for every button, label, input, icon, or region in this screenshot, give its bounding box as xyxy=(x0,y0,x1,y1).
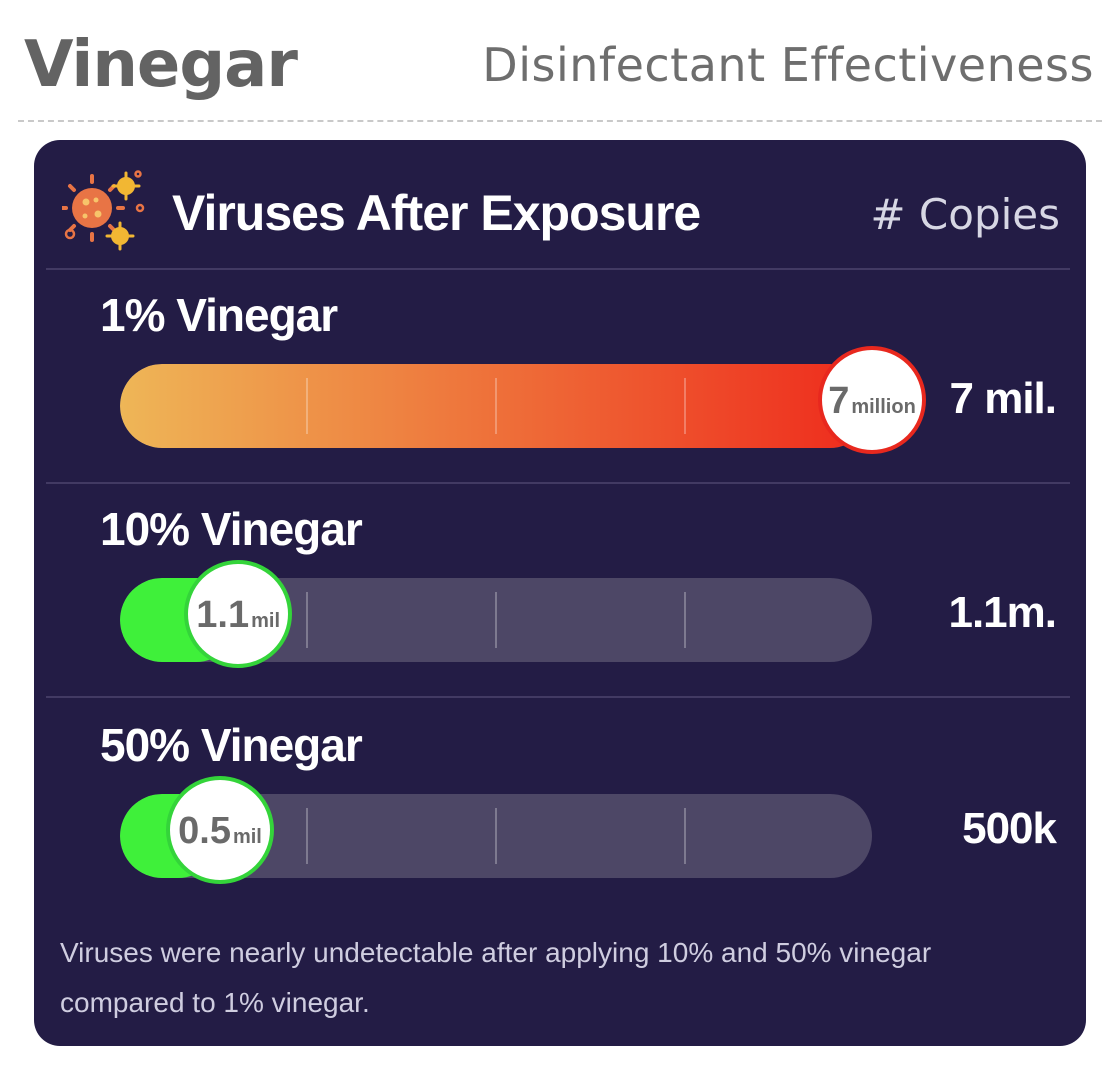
bar-value: 1.1m. xyxy=(948,588,1057,637)
grid-tick xyxy=(306,592,308,648)
bar-row: 50% Vinegar 0.5 mil 500k xyxy=(34,700,1086,914)
row-separator xyxy=(46,696,1070,698)
chart-footnote: Viruses were nearly undetectable after a… xyxy=(60,937,932,1018)
header-divider xyxy=(18,120,1102,122)
grid-tick xyxy=(306,808,308,864)
card-header: Viruses After Exposure # Copies xyxy=(34,140,1086,268)
bar-track xyxy=(120,364,872,448)
virus-icon xyxy=(62,170,145,251)
value-bubble: 7 million xyxy=(818,346,926,454)
bar-row: 1% Vinegar 7 million 7 mil. xyxy=(34,270,1086,484)
unit-label: # Copies xyxy=(870,190,1060,239)
bubble-number: 1.1 xyxy=(196,594,250,636)
bubble-unit: mil xyxy=(251,610,281,632)
bar-value: 500k xyxy=(962,804,1057,853)
bar-value: 7 mil. xyxy=(949,374,1057,423)
grid-tick xyxy=(495,808,497,864)
grid-tick xyxy=(684,808,686,864)
bubble-number: 7 xyxy=(828,380,850,422)
bubble-unit: mil xyxy=(232,826,262,848)
page-title: Vinegar xyxy=(24,28,298,102)
bar-row: 10% Vinegar 1.1 mil 1.1m. xyxy=(34,484,1086,698)
grid-tick xyxy=(684,592,686,648)
bar-label: 50% Vinegar xyxy=(100,719,363,771)
bar-label: 1% Vinegar xyxy=(100,289,338,341)
grid-tick xyxy=(306,378,308,434)
row-separator xyxy=(46,268,1070,270)
grid-tick xyxy=(495,592,497,648)
page-subtitle: Disinfectant Effectiveness xyxy=(482,38,1094,92)
bubble-number: 0.5 xyxy=(178,810,231,852)
grid-tick xyxy=(495,378,497,434)
row-separator xyxy=(46,482,1070,484)
bubble-unit: million xyxy=(851,396,916,418)
grid-tick xyxy=(684,378,686,434)
chart-title: Viruses After Exposure xyxy=(172,185,701,241)
bar-fill xyxy=(120,364,872,448)
chart-card: Viruses After Exposure # Copies 1% Vineg… xyxy=(34,140,1086,1046)
value-bubble: 1.1 mil xyxy=(184,560,293,668)
bar-label: 10% Vinegar xyxy=(100,503,363,555)
value-bubble: 0.5 mil xyxy=(166,776,274,884)
page-header: Vinegar Disinfectant Effectiveness xyxy=(0,0,1120,122)
